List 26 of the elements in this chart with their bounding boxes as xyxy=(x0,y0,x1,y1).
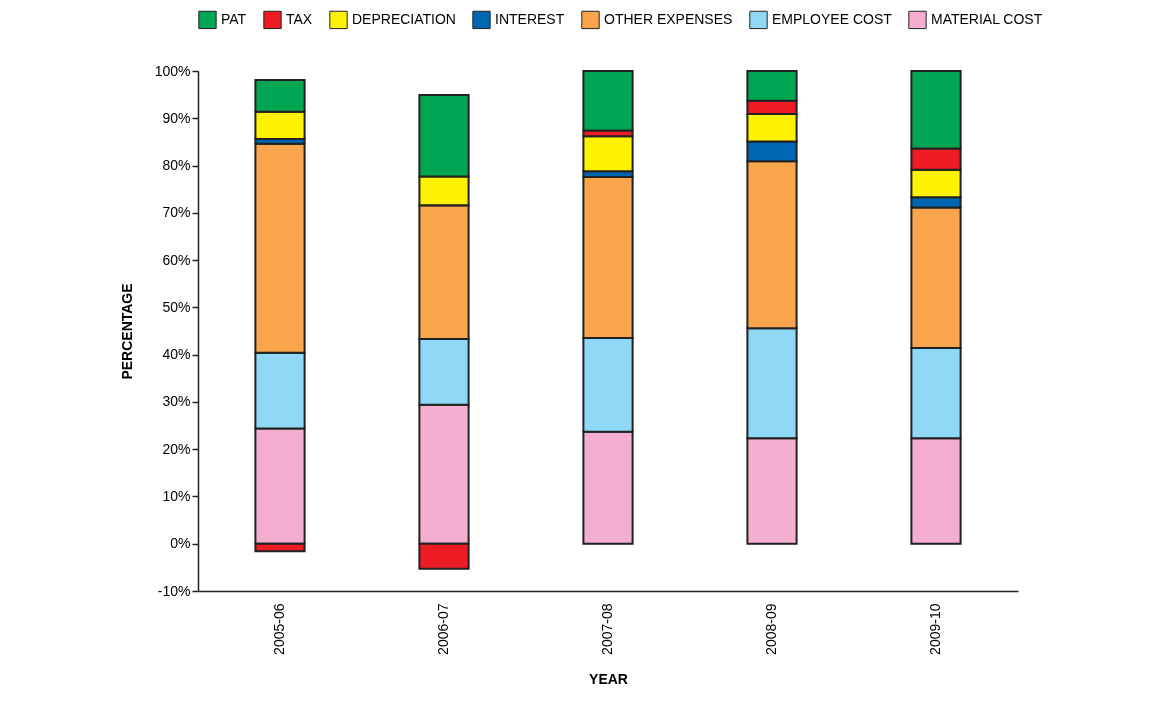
legend-label: DEPRECIATION xyxy=(352,10,456,27)
x-tick-label: 2008-09 xyxy=(763,603,779,655)
y-tick-label: 10% xyxy=(162,487,191,504)
legend-label: PAT xyxy=(221,10,247,27)
legend-label: EMPLOYEE COST xyxy=(772,10,893,27)
legend-label: INTEREST xyxy=(495,10,565,27)
legend-label: OTHER EXPENSES xyxy=(604,10,733,27)
y-tick-label: -10% xyxy=(157,582,191,599)
y-tick-label: 60% xyxy=(162,251,191,268)
y-tick-label: 100% xyxy=(154,62,191,79)
legend-label: MATERIAL COST xyxy=(931,10,1043,27)
y-tick-label: 30% xyxy=(162,393,191,410)
x-axis-title: YEAR xyxy=(589,670,628,687)
x-tick-label: 2005-06 xyxy=(271,603,287,655)
y-tick-label: 50% xyxy=(162,298,191,315)
x-tick-label: 2009-10 xyxy=(927,603,943,655)
y-tick-label: 0% xyxy=(170,535,191,552)
legend-label: TAX xyxy=(286,10,313,27)
y-axis-title: PERCENTAGE xyxy=(118,283,135,380)
y-tick-label: 70% xyxy=(162,204,191,221)
y-tick-label: 20% xyxy=(162,440,191,457)
x-tick-label: 2006-07 xyxy=(435,603,451,655)
y-tick-label: 90% xyxy=(162,109,191,126)
x-tick-label: 2007-08 xyxy=(599,603,615,655)
y-tick-label: 40% xyxy=(162,346,191,363)
y-tick-label: 80% xyxy=(162,157,191,174)
